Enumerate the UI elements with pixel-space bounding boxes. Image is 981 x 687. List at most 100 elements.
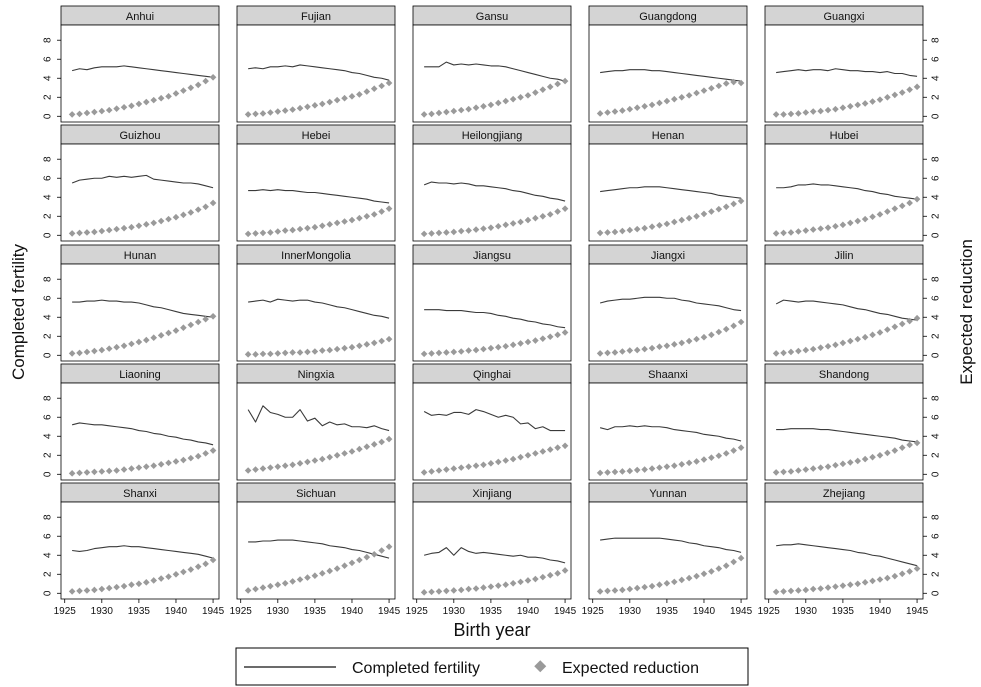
expected-reduction-point bbox=[281, 227, 289, 234]
y-tick-label-left: 6 bbox=[43, 56, 54, 62]
expected-reduction-point bbox=[420, 111, 428, 118]
y-tick-label-right: 2 bbox=[931, 94, 942, 100]
y-tick-label-left: 8 bbox=[43, 156, 54, 162]
panel-innermongolia: InnerMongolia bbox=[236, 244, 396, 362]
expected-reduction-point bbox=[480, 225, 487, 232]
expected-reduction-point bbox=[281, 349, 289, 357]
expected-reduction-point bbox=[443, 229, 450, 236]
expected-reduction-point bbox=[457, 348, 465, 355]
expected-reduction-point bbox=[656, 222, 663, 229]
expected-reduction-point bbox=[194, 206, 202, 213]
panel-title: Guangdong bbox=[639, 11, 697, 23]
expected-reduction-point bbox=[671, 341, 678, 348]
expected-reduction-point bbox=[135, 580, 143, 588]
expected-reduction-point bbox=[348, 93, 356, 100]
expected-reduction-point bbox=[517, 93, 524, 101]
expected-reduction-point bbox=[76, 229, 83, 237]
plot-frame bbox=[764, 501, 924, 600]
x-tick-label: 1935 bbox=[480, 606, 503, 617]
expected-reduction-point bbox=[809, 345, 817, 353]
expected-reduction-point bbox=[435, 229, 443, 237]
expected-reduction-point bbox=[772, 111, 780, 118]
expected-reduction-point bbox=[304, 574, 311, 581]
expected-reduction-point bbox=[884, 449, 891, 457]
expected-reduction-point bbox=[267, 109, 274, 116]
panel-hebei: Hebei bbox=[236, 124, 396, 242]
expected-reduction-point bbox=[611, 587, 619, 594]
expected-reduction-point bbox=[165, 93, 172, 100]
expected-reduction-point bbox=[876, 96, 884, 103]
expected-reduction-point bbox=[172, 458, 180, 465]
expected-reduction-point bbox=[120, 342, 128, 350]
expected-reduction-point bbox=[524, 92, 532, 99]
expected-reduction-point bbox=[869, 213, 876, 221]
expected-reduction-point bbox=[326, 98, 334, 106]
expected-reduction-point bbox=[326, 221, 334, 228]
expected-reduction-point bbox=[326, 346, 334, 354]
expected-reduction-point bbox=[128, 465, 135, 472]
expected-reduction-point bbox=[685, 459, 693, 467]
expected-reduction-point bbox=[832, 461, 839, 469]
completed-fertility-line bbox=[71, 422, 214, 446]
expected-reduction-point bbox=[91, 108, 98, 116]
expected-reduction-point bbox=[319, 347, 326, 354]
expected-reduction-point bbox=[180, 324, 187, 332]
expected-reduction-point bbox=[824, 106, 832, 114]
y-tick-label-right: 6 bbox=[931, 56, 942, 62]
expected-reduction-point bbox=[839, 582, 847, 589]
expected-reduction-point bbox=[604, 229, 611, 236]
expected-reduction-point bbox=[311, 572, 319, 580]
expected-reduction-point bbox=[802, 346, 810, 354]
expected-reduction-point bbox=[656, 464, 663, 471]
panel-hubei: Hubei 0 2 4 6 8 bbox=[764, 124, 942, 242]
expected-reduction-point bbox=[884, 208, 891, 215]
y-tick-label-right: 6 bbox=[931, 175, 942, 181]
expected-reduction-point bbox=[678, 216, 686, 224]
expected-reduction-point bbox=[194, 452, 202, 460]
expected-reduction-point bbox=[700, 456, 708, 463]
y-tick-label-left: 0 bbox=[43, 232, 54, 238]
expected-reduction-point bbox=[700, 87, 708, 94]
y-tick-label-left: 6 bbox=[43, 533, 54, 539]
expected-reduction-point bbox=[457, 586, 465, 594]
expected-reduction-point bbox=[633, 346, 641, 354]
expected-reduction-point bbox=[546, 571, 554, 579]
expected-reduction-point bbox=[700, 210, 708, 218]
expected-reduction-point bbox=[795, 467, 802, 474]
expected-reduction-point bbox=[780, 468, 787, 476]
expected-reduction-point bbox=[495, 582, 502, 589]
expected-reduction-point bbox=[120, 224, 128, 232]
expected-reduction-point bbox=[304, 224, 311, 232]
expected-reduction-point bbox=[385, 543, 393, 550]
expected-reduction-point bbox=[450, 228, 458, 236]
expected-reduction-point bbox=[487, 583, 495, 590]
y-tick-label-right: 0 bbox=[931, 352, 942, 358]
plot-frame bbox=[588, 143, 748, 242]
expected-reduction-point bbox=[502, 457, 510, 464]
expected-reduction-point bbox=[143, 221, 150, 228]
expected-reduction-point bbox=[539, 573, 547, 581]
expected-reduction-point bbox=[626, 347, 634, 354]
expected-reduction-point bbox=[252, 585, 259, 593]
expected-reduction-point bbox=[648, 582, 656, 590]
expected-reduction-point bbox=[259, 584, 267, 591]
expected-reduction-point bbox=[443, 349, 450, 356]
expected-reduction-point bbox=[532, 337, 539, 344]
panel-shandong: Shandong 0 2 4 6 8 bbox=[764, 363, 942, 481]
completed-fertility-line bbox=[71, 65, 214, 78]
panel-title: Guangxi bbox=[824, 11, 865, 23]
expected-reduction-point bbox=[480, 345, 487, 353]
expected-reduction-point bbox=[495, 99, 502, 107]
expected-reduction-point bbox=[561, 567, 569, 574]
expected-reduction-point bbox=[281, 580, 289, 587]
y-tick-label-left: 8 bbox=[43, 395, 54, 401]
completed-fertility-line bbox=[423, 547, 566, 564]
expected-reduction-point bbox=[341, 218, 348, 225]
legend-label-completed-fertility: Completed fertility bbox=[352, 660, 480, 677]
expected-reduction-point bbox=[817, 344, 824, 351]
plot-frame bbox=[588, 382, 748, 481]
expected-reduction-point bbox=[274, 463, 282, 470]
expected-reduction-point bbox=[554, 80, 561, 88]
expected-reduction-point bbox=[495, 458, 502, 466]
completed-fertility-line bbox=[424, 309, 566, 329]
